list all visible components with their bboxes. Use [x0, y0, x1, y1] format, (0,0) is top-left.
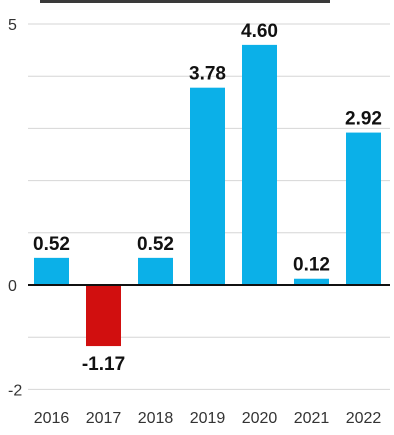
cropped-title-strip — [40, 0, 330, 3]
bar-2018 — [138, 257, 173, 285]
y-axis-ticks: 5 0 -2 — [8, 17, 22, 399]
y-tick-label: 5 — [8, 17, 17, 34]
bar-value-label-2022: 2.92 — [345, 109, 382, 130]
x-tick-label-2017: 2017 — [86, 410, 122, 427]
bar-2017 — [86, 285, 121, 347]
x-tick-label-2019: 2019 — [190, 410, 226, 427]
y-tick-label: -2 — [8, 382, 22, 399]
bar-value-labels: 0.52 -1.17 0.52 3.78 4.60 0.12 2.92 — [33, 21, 382, 375]
bar-2022 — [346, 132, 381, 285]
bars — [34, 44, 381, 347]
x-tick-label-2021: 2021 — [294, 410, 330, 427]
x-tick-label-2018: 2018 — [138, 410, 174, 427]
bar-value-label-2017: -1.17 — [82, 354, 125, 375]
y-tick-label: 0 — [8, 278, 17, 295]
bar-2019 — [190, 87, 225, 286]
bar-value-label-2020: 4.60 — [241, 21, 278, 42]
bar-2021 — [294, 278, 329, 285]
x-tick-label-2022: 2022 — [346, 410, 382, 427]
bar-value-label-2021: 0.12 — [293, 255, 330, 276]
bar-value-label-2019: 3.78 — [189, 64, 226, 85]
x-tick-label-2016: 2016 — [34, 410, 70, 427]
x-tick-label-2020: 2020 — [242, 410, 278, 427]
bar-2016 — [34, 257, 69, 285]
x-axis-labels: 2016 2017 2018 2019 2020 2021 2022 — [34, 410, 382, 427]
bar-value-label-2018: 0.52 — [137, 234, 174, 255]
bar-2020 — [242, 44, 277, 285]
bar-value-label-2016: 0.52 — [33, 234, 70, 255]
